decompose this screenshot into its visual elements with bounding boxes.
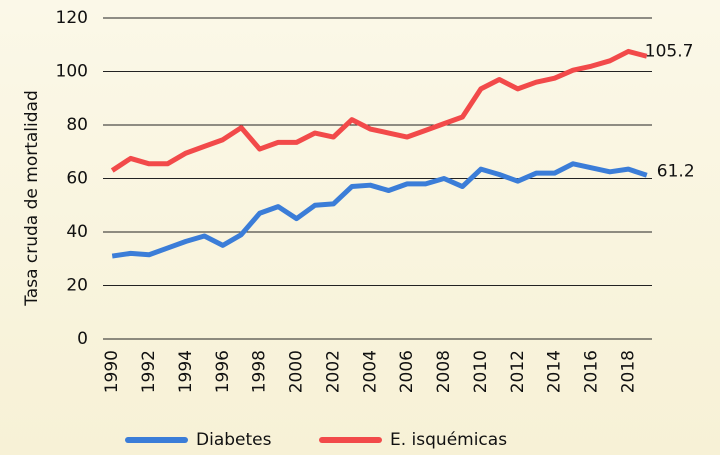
y-tick-label: 60 (66, 169, 88, 189)
y-tick-label: 80 (66, 115, 88, 135)
legend-label: E. isquémicas (390, 430, 507, 450)
x-tick-label: 2014 (545, 350, 565, 393)
x-tick-label: 2006 (397, 350, 417, 393)
x-tick-label: 2012 (508, 350, 528, 393)
x-tick-label: 1994 (176, 350, 196, 393)
y-axis-title: Tasa cruda de mortalidad (22, 90, 42, 307)
y-tick-label: 100 (56, 62, 88, 82)
x-tick-label: 2002 (323, 350, 343, 393)
x-tick-label: 1992 (139, 350, 159, 393)
x-tick-label: 2018 (618, 350, 638, 393)
end-value-label: 61.2 (657, 161, 695, 181)
series-line (111, 161, 648, 259)
y-tick-label: 0 (77, 329, 88, 349)
x-tick-label: 2000 (287, 350, 307, 393)
y-tick-label: 40 (66, 222, 88, 242)
x-tick-label: 2004 (360, 350, 380, 393)
y-tick-label: 20 (66, 276, 88, 296)
x-tick-label: 1990 (102, 350, 122, 393)
x-tick-label: 2008 (434, 350, 454, 393)
end-value-label: 105.7 (645, 41, 694, 61)
y-tick-label: 120 (56, 8, 88, 28)
x-tick-label: 2010 (471, 350, 491, 393)
legend-label: Diabetes (196, 430, 272, 450)
x-tick-label: 2016 (581, 350, 601, 393)
x-tick-label: 1996 (213, 350, 233, 393)
series-line (110, 48, 648, 173)
x-tick-label: 1998 (250, 350, 270, 393)
